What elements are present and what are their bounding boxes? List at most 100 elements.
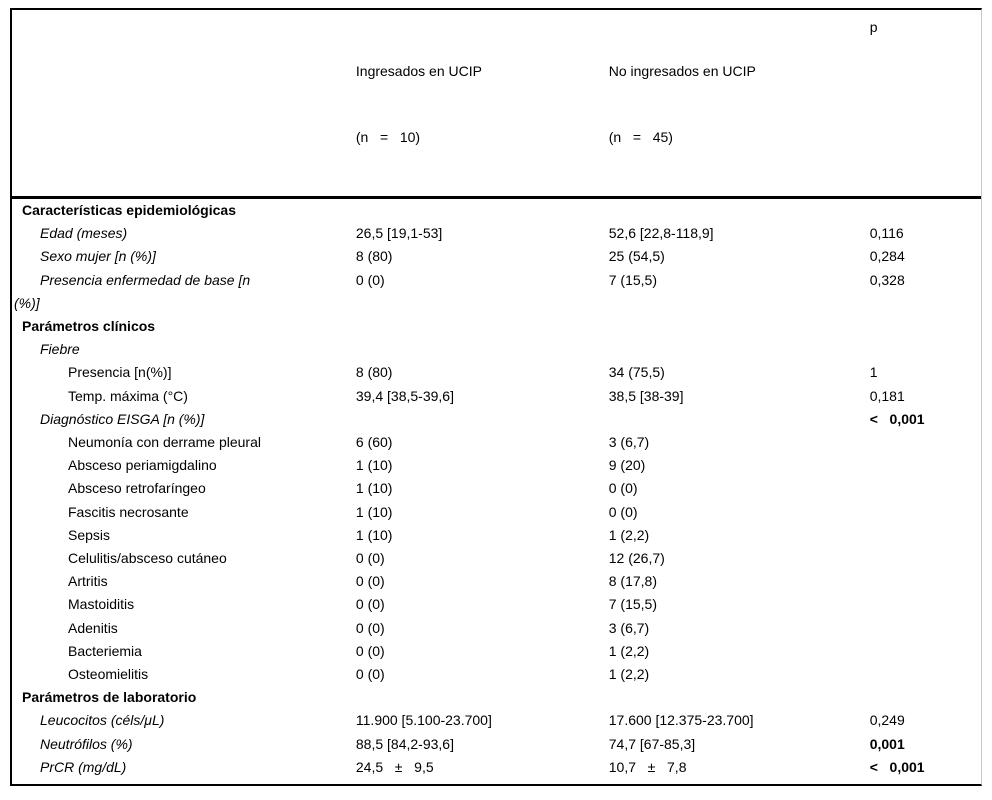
table-row: Fiebre [12,338,981,361]
header-no-ucip-n: (n = 45) [608,129,673,145]
row-label: Edad (meses) [40,225,128,242]
table-row: Leucocitos (céls/μL) 11.900 [5.100-23.70… [12,709,981,732]
row-label: PrCR (mg/dL) [40,758,127,775]
p-value-cell: 0,249 [869,712,905,729]
p-value-cell: 0,284 [869,248,905,265]
table-row: Presencia [n(%)] 8 (80) 34 (75,5) 1 [12,361,981,384]
value-ucip-cell [356,198,609,223]
value-ucip-cell: 24,5 ± 9,5 [355,758,434,775]
row-label-cell: Leucocitos (céls/μL) [12,709,356,732]
row-label: Características epidemiológicas [22,202,236,218]
value-no-ucip-cell: 0 (0) [608,480,638,497]
value-no-ucip-cell: 0 (0) [608,503,638,520]
value-ucip-cell: 26,5 [19,1-53] [355,225,443,242]
p-value-cell: 1 [869,364,878,381]
value-ucip-cell: 0 (0) [355,666,385,683]
value-no-ucip-cell: 1 (2,2) [608,666,650,683]
value-no-ucip-cell: 74,7 [67-85,3] [608,735,696,752]
value-ucip-cell [356,338,609,361]
table-row: Sexo mujer [n (%)] 8 (80) 25 (54,5) 0,28… [12,245,981,268]
p-value-cell [870,593,981,616]
value-no-ucip-cell: 34 (75,5) [608,364,665,381]
row-label-cell: Parámetros clínicos [12,315,356,338]
p-value-cell: 0,116 [869,225,904,242]
p-value-cell [870,686,981,709]
value-ucip-cell: 0 (0) [355,573,385,590]
row-label: Presencia enfermedad de base [n (%)] [14,271,255,311]
value-ucip-cell: 6 (60) [355,434,393,451]
value-ucip-cell: 8 (80) [355,248,393,265]
table-row: Evolución clínica [12,779,981,784]
value-no-ucip-cell [609,408,870,431]
table-row: Mastoiditis 0 (0) 7 (15,5) [12,593,981,616]
row-label: Bacteriemia [68,642,142,659]
value-no-ucip-cell: 1 (2,2) [608,642,650,659]
row-label: Absceso retrofaríngeo [68,480,206,497]
row-label: Sexo mujer [n (%)] [40,248,156,265]
table-row: Diagnóstico EISGA [n (%)] < 0,001 [12,408,981,431]
row-label: Artritis [68,573,108,590]
table-row: Características epidemiológicas [12,198,981,223]
header-col-ucip: Ingresados en UCIP (n = 10) [355,10,609,199]
value-no-ucip-cell: 38,5 [38-39] [608,387,684,404]
row-label-cell: Sepsis [12,524,356,547]
row-label-cell: Absceso retrofaríngeo [12,477,356,500]
table-row: Fascitis necrosante 1 (10) 0 (0) [12,501,981,524]
row-label-cell: Características epidemiológicas [12,198,356,223]
row-label: Fiebre [40,341,80,358]
row-label: Parámetros clínicos [22,318,156,335]
p-value-cell [870,338,981,361]
row-label-cell: Mastoiditis [12,593,356,616]
table-body: Características epidemiológicas Edad (me… [12,198,981,784]
value-ucip-cell: 0 (0) [355,550,385,567]
row-label: Adenitis [68,619,118,636]
row-label-cell: Sexo mujer [n (%)] [12,245,356,268]
value-ucip-cell: 1 (10) [355,526,393,543]
row-label: Parámetros de laboratorio [22,689,197,706]
value-no-ucip-cell: 25 (54,5) [608,248,665,265]
value-ucip-cell [356,686,609,709]
p-value-cell: 0,181 [869,387,905,404]
row-label-cell: Fascitis necrosante [12,501,356,524]
p-value-cell [870,431,981,454]
value-no-ucip-cell: 52,6 [22,8-118,9] [608,225,714,242]
row-label-cell: Evolución clínica [12,779,356,784]
row-label-cell: PrCR (mg/dL) [12,756,356,779]
value-ucip-cell: 8 (80) [355,364,393,381]
value-ucip-cell: 0 (0) [355,642,385,659]
row-label-cell: Presencia [n(%)] [12,361,356,384]
p-value-cell: < 0,001 [869,410,925,427]
row-label: Mastoiditis [68,596,135,613]
p-value-cell: < 0,001 [869,758,925,775]
value-ucip-cell: 0 (0) [355,619,385,636]
row-label: Evolución clínica [14,779,356,784]
p-value-cell [870,198,981,223]
value-ucip-cell: 39,4 [38,5-39,6] [355,387,454,404]
p-value-cell [870,477,981,500]
comparison-table: Ingresados en UCIP (n = 10) No ingresado… [10,8,982,786]
p-value-cell [870,640,981,663]
value-ucip-cell: 1 (10) [355,503,393,520]
row-label: Osteomielitis [68,666,149,683]
row-label-cell: Diagnóstico EISGA [n (%)] [12,408,356,431]
p-value-cell [870,547,981,570]
header-ucip-n: (n = 10) [355,129,421,145]
table-row: Temp. máxima (°C) 39,4 [38,5-39,6] 38,5 … [12,385,981,408]
row-label: Celulitis/absceso cutáneo [68,550,227,567]
header-ucip-title: Ingresados en UCIP [355,63,482,79]
table-row: Sepsis 1 (10) 1 (2,2) [12,524,981,547]
header-col-no-ucip: No ingresados en UCIP (n = 45) [608,10,870,199]
value-no-ucip-cell: 10,7 ± 7,8 [608,758,687,775]
header-col-p: p [869,10,981,199]
header-empty-cell [12,10,356,199]
row-label: Neutrófilos (%) [40,735,133,752]
value-no-ucip-cell: 7 (15,5) [608,596,657,613]
row-label-cell: Neutrófilos (%) [12,733,356,756]
table-row: Parámetros de laboratorio [12,686,981,709]
value-no-ucip-cell: 1 (2,2) [608,526,650,543]
value-ucip-cell [356,779,609,784]
table-row: Adenitis 0 (0) 3 (6,7) [12,617,981,640]
value-no-ucip-cell: 17.600 [12.375-23.700] [608,712,754,729]
value-no-ucip-cell [609,315,870,338]
